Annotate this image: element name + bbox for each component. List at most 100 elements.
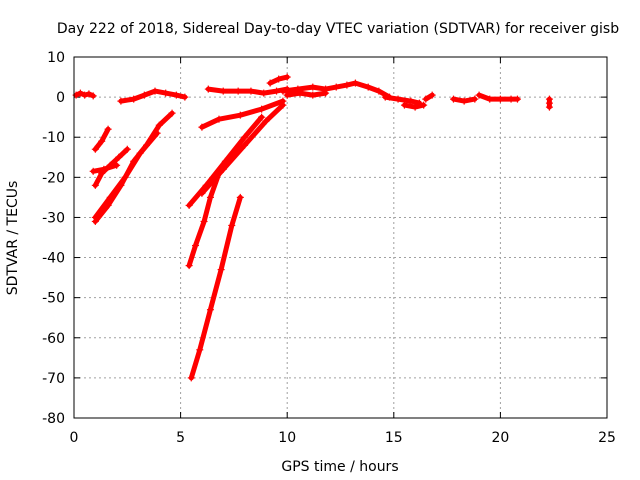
data-point [168, 109, 176, 117]
data-point [117, 97, 125, 105]
data-point [85, 90, 93, 98]
x-tick-label: 10 [278, 430, 296, 446]
data-point [279, 87, 287, 95]
data-point [258, 113, 266, 121]
data-point [206, 193, 214, 201]
y-tick-label: -40 [42, 251, 65, 267]
x-tick-label: 25 [598, 430, 616, 446]
data-point [196, 346, 204, 354]
data-point [247, 87, 255, 95]
data-point [113, 161, 121, 169]
data-point [394, 95, 402, 103]
x-tick-label: 20 [491, 430, 509, 446]
data-point [153, 129, 161, 137]
data-point [89, 167, 97, 175]
data-point [260, 89, 268, 97]
data-point [121, 173, 129, 181]
data-point [206, 306, 214, 314]
data-point [81, 91, 89, 99]
y-tick-label: -10 [42, 130, 65, 146]
data-point [185, 201, 193, 209]
data-point [219, 165, 227, 173]
y-tick-label: -70 [42, 371, 65, 387]
data-point [283, 91, 291, 99]
data-point [309, 91, 317, 99]
x-axis-label: GPS time / hours [281, 459, 398, 475]
data-point [545, 103, 553, 111]
data-point [172, 91, 180, 99]
data-point [258, 105, 266, 113]
grid-layer [74, 57, 607, 418]
data-point [155, 121, 163, 129]
x-tick-label: 5 [176, 430, 185, 446]
data-point [106, 193, 114, 201]
data-point [283, 73, 291, 81]
data-point [215, 115, 223, 123]
series-line-trace-19 [188, 194, 243, 381]
data-point [219, 87, 227, 95]
data-point [364, 83, 372, 91]
data-point [420, 101, 428, 109]
y-tick-label: -20 [42, 170, 65, 186]
tick-layer: -80 -70 -60 -50 -40 -30 -20 -10 0 10 0 5 10 15 20 25 [42, 50, 616, 446]
data-point [375, 87, 383, 95]
data-point [162, 89, 170, 97]
data-point [115, 153, 123, 161]
data-point [332, 83, 340, 91]
data-point [309, 83, 317, 91]
data-point [471, 95, 479, 103]
data-point [236, 193, 244, 201]
data-point [262, 117, 270, 125]
data-point [460, 97, 468, 105]
data-point [181, 93, 189, 101]
data-point [422, 95, 430, 103]
data-point [140, 91, 148, 99]
data-point [241, 133, 249, 141]
x-tick-label: 15 [385, 430, 403, 446]
data-point [381, 93, 389, 101]
data-point [151, 87, 159, 95]
data-point [91, 213, 99, 221]
y-axis-label: SDTVAR / TECUs [5, 181, 21, 296]
data-point [228, 221, 236, 229]
y-tick-label: -80 [42, 411, 65, 427]
data-point [200, 217, 208, 225]
series-line-trace-7 [382, 94, 422, 106]
data-point [76, 89, 84, 97]
data-point [279, 97, 287, 105]
data-point [91, 145, 99, 153]
y-tick-label: 10 [47, 50, 65, 66]
data-point [266, 79, 274, 87]
x-tick-label: 0 [70, 430, 79, 446]
plot-frame [73, 56, 608, 419]
series-line-trace-5 [280, 80, 392, 100]
data-point [130, 95, 138, 103]
data-point [486, 95, 494, 103]
data-point [241, 141, 249, 149]
data-point [100, 165, 108, 173]
y-tick-label: -50 [42, 291, 65, 307]
data-point [322, 89, 330, 97]
data-point [234, 87, 242, 95]
data-point [275, 75, 283, 83]
data-point [507, 95, 515, 103]
data-point [123, 145, 131, 153]
data-point [496, 95, 504, 103]
data-point [204, 85, 212, 93]
data-point [91, 181, 99, 189]
data-point [89, 92, 97, 100]
data-point [236, 111, 244, 119]
data-point [475, 91, 483, 99]
data-point [198, 123, 206, 131]
data-point [185, 262, 193, 270]
data-point [407, 97, 415, 105]
data-point [192, 242, 200, 250]
chart-title: Day 222 of 2018, Sidereal Day-to-day VTE… [57, 21, 619, 37]
data-point [98, 137, 106, 145]
data-point [104, 125, 112, 133]
series-line-trace-6 [284, 90, 329, 98]
data-point [351, 79, 359, 87]
data-point [198, 189, 206, 197]
